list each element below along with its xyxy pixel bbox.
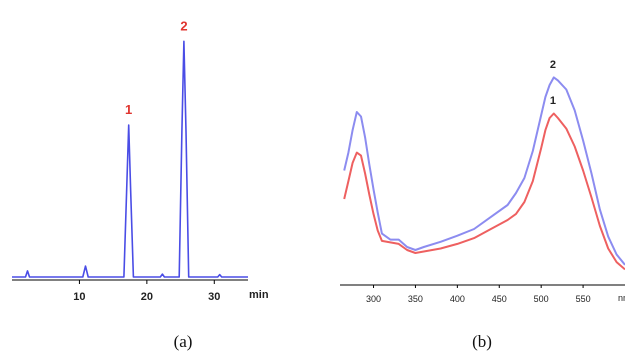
spectrum-panel: 300 350 400 450 500 550 2 1 nm [340, 59, 625, 304]
x-tick-label: 550 [576, 294, 591, 304]
caption-b: (b) [472, 332, 492, 351]
spectrum-trace-1 [343, 112, 625, 271]
chromatogram-panel: 10 20 30 1 2 min [12, 18, 269, 303]
x-tick-label: 300 [366, 294, 381, 304]
x-axis-label-b: nm [618, 293, 625, 303]
spectrum-trace-2 [343, 76, 625, 266]
x-ticks-a: 10 20 30 [73, 280, 220, 303]
x-axis-label-a: min [249, 289, 269, 301]
spectrum-label-1: 1 [550, 95, 556, 107]
x-tick-label: 400 [450, 294, 465, 304]
x-tick-label: 10 [73, 291, 85, 303]
spectrum-label-2: 2 [550, 59, 556, 71]
chromatogram-trace [12, 40, 248, 278]
x-tick-label: 500 [534, 294, 549, 304]
x-tick-label: 350 [408, 294, 423, 304]
caption-a: (a) [174, 332, 193, 351]
x-ticks-b: 300 350 400 450 500 550 [366, 285, 591, 304]
x-tick-label: 450 [492, 294, 507, 304]
peak-label-2: 2 [180, 18, 187, 33]
x-tick-label: 30 [208, 291, 220, 303]
x-tick-label: 20 [141, 291, 153, 303]
peak-label-1: 1 [125, 102, 132, 117]
